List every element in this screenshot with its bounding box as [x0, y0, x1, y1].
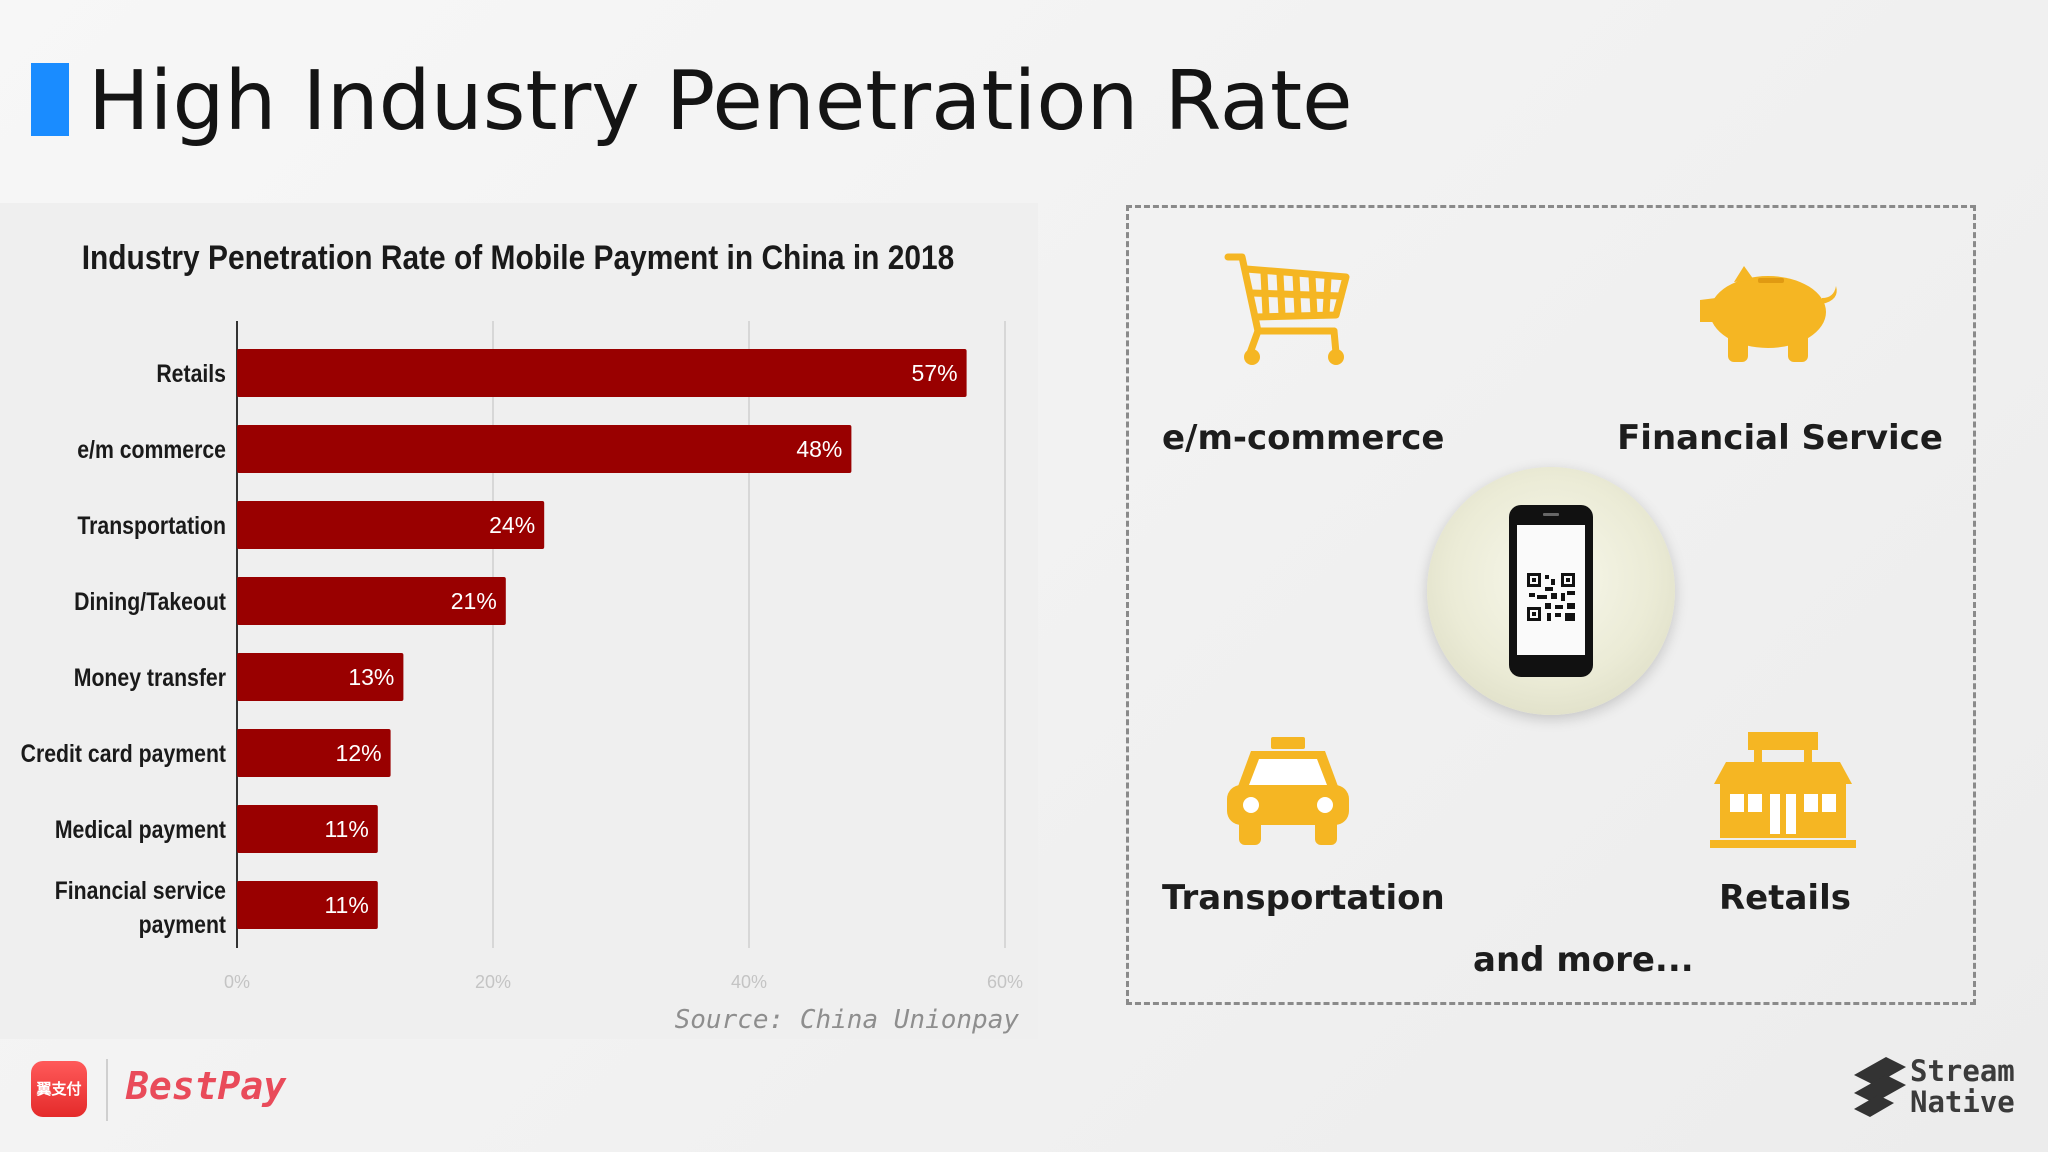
- category-label: Credit card payment: [21, 739, 227, 767]
- footer-divider: [106, 1059, 108, 1121]
- bestpay-logo-text: 翼支付: [36, 1080, 82, 1098]
- x-tick-label: 20%: [475, 972, 511, 992]
- streamnative-wordmark: Stream Native: [1910, 1056, 2015, 1118]
- bar: [237, 881, 378, 929]
- streamnative-line-1: Stream: [1910, 1054, 2015, 1088]
- bar-value-label: 11%: [324, 892, 368, 918]
- shopping-cart-icon: [1224, 253, 1350, 365]
- category-label: e/m commerce: [77, 435, 226, 463]
- x-tick-label: 40%: [731, 972, 767, 992]
- use-case-label: Transportation: [1162, 878, 1445, 918]
- title-accent-bar: [31, 63, 69, 136]
- bar: [237, 805, 378, 853]
- x-tick-label: 60%: [987, 972, 1023, 992]
- slide-title: High Industry Penetration Rate: [88, 54, 1353, 149]
- chart-title: Industry Penetration Rate of Mobile Paym…: [82, 238, 955, 276]
- bar: [237, 349, 967, 397]
- penetration-bar-chart: Industry Penetration Rate of Mobile Paym…: [21, 238, 1023, 992]
- bar-value-label: 12%: [336, 740, 382, 766]
- bar: [237, 577, 506, 625]
- bar: [237, 653, 404, 701]
- chart-source: Source: China Unionpay: [674, 1005, 1019, 1035]
- use-case-label: e/m-commerce: [1162, 418, 1445, 458]
- bar: [237, 425, 852, 473]
- taxi-icon: [1227, 737, 1349, 845]
- bar-value-label: 48%: [796, 436, 842, 462]
- use-case-label: Retails: [1719, 878, 1851, 918]
- bar-value-label: 24%: [489, 512, 535, 538]
- bar-value-label: 11%: [324, 816, 368, 842]
- bestpay-wordmark: BestPay: [126, 1064, 287, 1108]
- chart-panel: Industry Penetration Rate of Mobile Paym…: [0, 203, 1038, 1039]
- x-tick-label: 0%: [224, 972, 250, 992]
- mobile-qr-code-icon: [1509, 505, 1593, 677]
- streamnative-line-2: Native: [1910, 1085, 2015, 1119]
- bar-value-label: 57%: [912, 360, 958, 386]
- category-label: Transportation: [77, 511, 226, 539]
- streamnative-logo-icon: [1854, 1057, 1906, 1117]
- bar-value-label: 13%: [348, 664, 394, 690]
- center-phone-badge: [1427, 467, 1675, 715]
- piggy-bank-icon: [1700, 266, 1837, 362]
- bar: [237, 729, 391, 777]
- storefront-icon: [1710, 732, 1856, 848]
- category-label: Medical payment: [55, 815, 226, 843]
- category-label: Retails: [156, 359, 226, 387]
- bestpay-app-logo: 翼支付: [31, 1061, 87, 1117]
- category-label: Money transfer: [74, 663, 226, 691]
- bar-value-label: 21%: [451, 588, 497, 614]
- category-label: Dining/Takeout: [74, 587, 226, 615]
- and-more-label: and more...: [1473, 940, 1694, 980]
- bar: [237, 501, 545, 549]
- use-case-panel: [1126, 205, 1976, 1005]
- use-case-label: Financial Service: [1617, 418, 1943, 458]
- category-label: Financial service payment: [55, 876, 226, 938]
